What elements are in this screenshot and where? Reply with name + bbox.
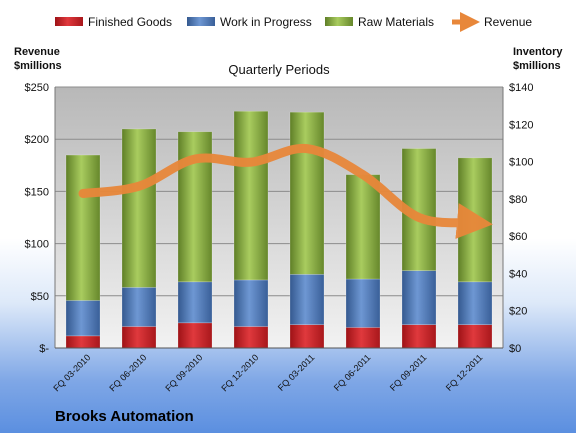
revenue-point <box>194 158 196 160</box>
bar-work-in-progress <box>289 274 325 325</box>
x-tick-label: FQ 06-2010 <box>107 352 148 393</box>
bar-work-in-progress <box>121 287 157 327</box>
right-tick-label: $0 <box>509 343 521 355</box>
bar-raw-materials <box>345 174 381 280</box>
x-tick-label: FQ 12-2011 <box>444 352 485 393</box>
revenue-line-group <box>78 144 493 239</box>
revenue-point <box>474 222 476 224</box>
bar-finished-goods <box>345 327 381 349</box>
right-tick-label: $100 <box>509 157 533 169</box>
chart-subtitle: Quarterly Periods <box>228 62 330 77</box>
x-tick-label: FQ 09-2010 <box>163 352 204 393</box>
x-tick-label: FQ 03-2011 <box>276 352 317 393</box>
legend-label-revenue: Revenue <box>484 15 532 29</box>
legend-swatch-raw-materials <box>325 17 353 26</box>
bar-work-in-progress <box>233 279 269 327</box>
revenue-line <box>78 144 493 239</box>
bar-finished-goods <box>401 324 437 349</box>
bar-raw-materials <box>65 154 101 301</box>
revenue-point <box>82 192 84 194</box>
legend-label-raw-materials: Raw Materials <box>358 15 434 29</box>
left-tick-label: $250 <box>25 82 49 94</box>
revenue-point <box>138 185 140 187</box>
left-tick-label: $150 <box>25 186 49 198</box>
right-tick-label: $20 <box>509 306 527 318</box>
bar-raw-materials <box>121 128 157 288</box>
x-tick-label: FQ 03-2010 <box>51 352 92 393</box>
left-tick-label: $200 <box>25 134 49 146</box>
right-tick-label: $120 <box>509 119 533 131</box>
bar-work-in-progress <box>345 278 381 328</box>
revenue-point <box>362 174 364 176</box>
bar-finished-goods <box>233 326 269 349</box>
left-tick-label: $100 <box>25 239 49 251</box>
left-tick-label: $- <box>39 343 49 355</box>
legend-label-work-in-progress: Work in Progress <box>220 15 312 29</box>
legend-swatch-finished-goods <box>55 17 83 26</box>
bar-work-in-progress <box>177 281 213 324</box>
legend: Finished Goods Work in Progress Raw Mate… <box>55 12 532 32</box>
bar-finished-goods <box>121 326 157 349</box>
x-tick-label: FQ 06-2011 <box>332 352 373 393</box>
left-axis-title-line2: $millions <box>14 60 62 72</box>
bar-work-in-progress <box>65 300 101 337</box>
x-tick-label: FQ 09-2011 <box>388 352 429 393</box>
bar-finished-goods <box>65 335 101 349</box>
right-axis-title-line1: Inventory <box>513 46 563 58</box>
revenue-point <box>306 148 308 150</box>
bar-work-in-progress <box>401 270 437 325</box>
bar-finished-goods <box>177 322 213 349</box>
company-name: Brooks Automation <box>55 408 194 425</box>
x-tick-label: FQ 12-2010 <box>219 352 260 393</box>
bar-work-in-progress <box>457 281 493 325</box>
bar-raw-materials <box>289 111 325 275</box>
legend-swatch-work-in-progress <box>187 17 215 26</box>
right-axis-title-line2: $millions <box>513 60 561 72</box>
revenue-point <box>418 217 420 218</box>
bars <box>65 110 493 349</box>
bar-finished-goods <box>457 324 493 349</box>
right-tick-label: $60 <box>509 231 527 243</box>
right-tick-label: $80 <box>509 194 527 206</box>
bar-finished-goods <box>289 324 325 349</box>
legend-label-finished-goods: Finished Goods <box>88 15 172 29</box>
right-tick-label: $140 <box>509 82 533 94</box>
bar-raw-materials <box>233 110 269 281</box>
left-tick-label: $50 <box>31 291 49 303</box>
left-axis-title-line1: Revenue <box>14 46 60 58</box>
right-tick-label: $40 <box>509 268 527 280</box>
revenue-point <box>250 161 252 163</box>
